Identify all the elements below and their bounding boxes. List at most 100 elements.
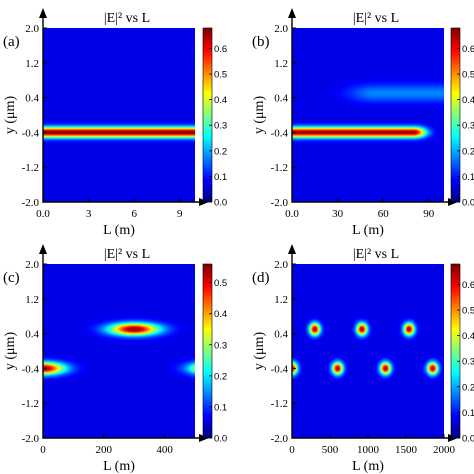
colorbar-tick-label: 0.4 <box>462 331 474 342</box>
y-axis-label: y (μm) <box>3 332 18 371</box>
y-axis-label: y (μm) <box>252 332 267 371</box>
colorbar-frame <box>202 27 213 203</box>
colorbar-tick-label: 0.5 <box>462 70 474 81</box>
heatmap-image <box>292 28 444 202</box>
x-tick-label: 9 <box>177 208 183 220</box>
x-tick-label: 60 <box>378 208 390 220</box>
y-tick-label: -1.2 <box>271 398 288 410</box>
y-tick-label: 1.2 <box>274 58 288 70</box>
y-tick-label: -2.0 <box>271 197 289 209</box>
heatmap-image <box>43 28 195 202</box>
x-axis-label: L (m) <box>103 459 135 474</box>
y-tick-label: 0.4 <box>25 93 39 105</box>
y-axis-arrow-icon <box>39 8 47 18</box>
x-axis-label: L (m) <box>352 223 384 238</box>
colorbar-tick-label: 0.2 <box>214 371 227 382</box>
x-tick-label: 0 <box>289 444 295 456</box>
panel-a: 2.01.20.4-0.4-1.2-2.00.0 3 6 9|E|² vs LL (m… <box>3 8 227 238</box>
colorbar-tick-label: 0.5 <box>214 70 227 81</box>
colorbar-tick-label: 0.3 <box>214 121 227 132</box>
chart-title: |E|² vs L <box>104 11 150 26</box>
colorbar-tick-label: 0.1 <box>462 408 474 419</box>
y-tick-label: -1.2 <box>22 162 39 174</box>
y-axis-arrow-icon <box>39 244 47 254</box>
y-tick-label: 2.0 <box>25 23 39 35</box>
x-tick-label: 1500 <box>395 444 418 456</box>
colorbar-tick-label: 0.3 <box>462 357 474 368</box>
x-axis-label: L (m) <box>352 459 384 474</box>
y-tick-label: -2.0 <box>22 197 40 209</box>
panel-label: (a) <box>3 34 20 50</box>
x-tick-label: 3 <box>86 208 92 220</box>
y-tick-label: -0.4 <box>22 363 40 375</box>
y-tick-label: 0.4 <box>25 329 39 341</box>
y-tick-label: 1.2 <box>274 294 288 306</box>
panel-d: 2.0 1.2 0.4 -0.4 -1.2 -2.00 500 1000 1500 2000 |E|… <box>252 244 474 474</box>
panel-b: 2.01.20.4-0.4-1.2-2.00.0 30 60 90|E|² vs LL… <box>252 8 474 238</box>
colorbar-tick-label: 0.0 <box>462 198 474 209</box>
x-tick-label: 90 <box>423 208 435 220</box>
colorbar-tick-label: 0.0 <box>462 434 474 445</box>
y-tick-label: 2.0 <box>274 23 288 35</box>
chart-title: |E|² vs L <box>353 11 399 26</box>
heatmap-image <box>292 264 444 438</box>
colorbar <box>451 264 460 438</box>
x-tick-label: 0.0 <box>36 208 50 220</box>
x-tick-label: 400 <box>156 444 173 456</box>
colorbar-tick-label: 0.6 <box>462 44 474 55</box>
chart-title: |E|² vs L <box>104 247 150 262</box>
colorbar-frame <box>450 27 461 203</box>
colorbar-tick-label: 0.5 <box>214 278 227 289</box>
colorbar-tick-label: 0.6 <box>462 280 474 291</box>
panel-label: (b) <box>252 34 270 50</box>
colorbar-tick-label: 0.5 <box>462 306 474 317</box>
colorbar-tick-label: 0.1 <box>462 172 474 183</box>
colorbar-tick-label: 0.2 <box>214 146 227 157</box>
y-axis-label: y (μm) <box>252 96 267 135</box>
x-tick-label: 1000 <box>357 444 380 456</box>
colorbar-tick-label: 0.4 <box>462 95 474 106</box>
colorbar <box>203 264 212 438</box>
y-tick-label: 2.0 <box>25 259 39 271</box>
y-tick-label: -0.4 <box>271 363 289 375</box>
panel-label: (d) <box>252 270 270 286</box>
x-tick-label: 0.0 <box>285 208 299 220</box>
y-tick-label: -1.2 <box>271 162 288 174</box>
y-tick-label: -0.4 <box>271 127 289 139</box>
y-axis-label: y (μm) <box>3 96 18 135</box>
colorbar-tick-label: 0.3 <box>214 340 227 351</box>
x-tick-label: 0 <box>40 444 46 456</box>
heatmap-image <box>43 264 195 438</box>
y-tick-label: 0.4 <box>274 93 288 105</box>
y-tick-label: 0.4 <box>274 329 288 341</box>
colorbar-tick-label: 0.4 <box>214 309 227 320</box>
x-tick-label: 6 <box>131 208 137 220</box>
colorbar-tick-label: 0.4 <box>214 95 227 106</box>
x-tick-label: 200 <box>96 444 113 456</box>
panel-c: 2.0 1.2 0.4 -0.4 -1.2 -2.00 200 400 |E|² vs L L (… <box>3 244 227 474</box>
colorbar <box>203 28 212 202</box>
colorbar-tick-label: 0.1 <box>214 172 227 183</box>
chart-title: |E|² vs L <box>353 247 399 262</box>
colorbar <box>451 28 460 202</box>
y-tick-label: -0.4 <box>22 127 40 139</box>
x-tick-label: 30 <box>332 208 344 220</box>
colorbar-frame <box>202 263 213 439</box>
y-axis-arrow-icon <box>288 8 296 18</box>
y-tick-label: 1.2 <box>25 294 39 306</box>
y-tick-label: 1.2 <box>25 58 39 70</box>
colorbar-frame <box>450 263 461 439</box>
x-axis-label: L (m) <box>103 223 135 238</box>
y-tick-label: -2.0 <box>22 433 40 445</box>
colorbar-tick-label: 0.2 <box>462 146 474 157</box>
colorbar-tick-label: 0.0 <box>214 198 227 209</box>
colorbar-tick-label: 0.0 <box>214 434 227 445</box>
x-tick-label: 2000 <box>433 444 456 456</box>
y-tick-label: -1.2 <box>22 398 39 410</box>
colorbar-tick-label: 0.2 <box>462 382 474 393</box>
colorbar-tick-label: 0.3 <box>462 121 474 132</box>
colorbar-tick-label: 0.6 <box>214 44 227 55</box>
y-tick-label: -2.0 <box>271 433 289 445</box>
x-tick-label: 500 <box>322 444 339 456</box>
